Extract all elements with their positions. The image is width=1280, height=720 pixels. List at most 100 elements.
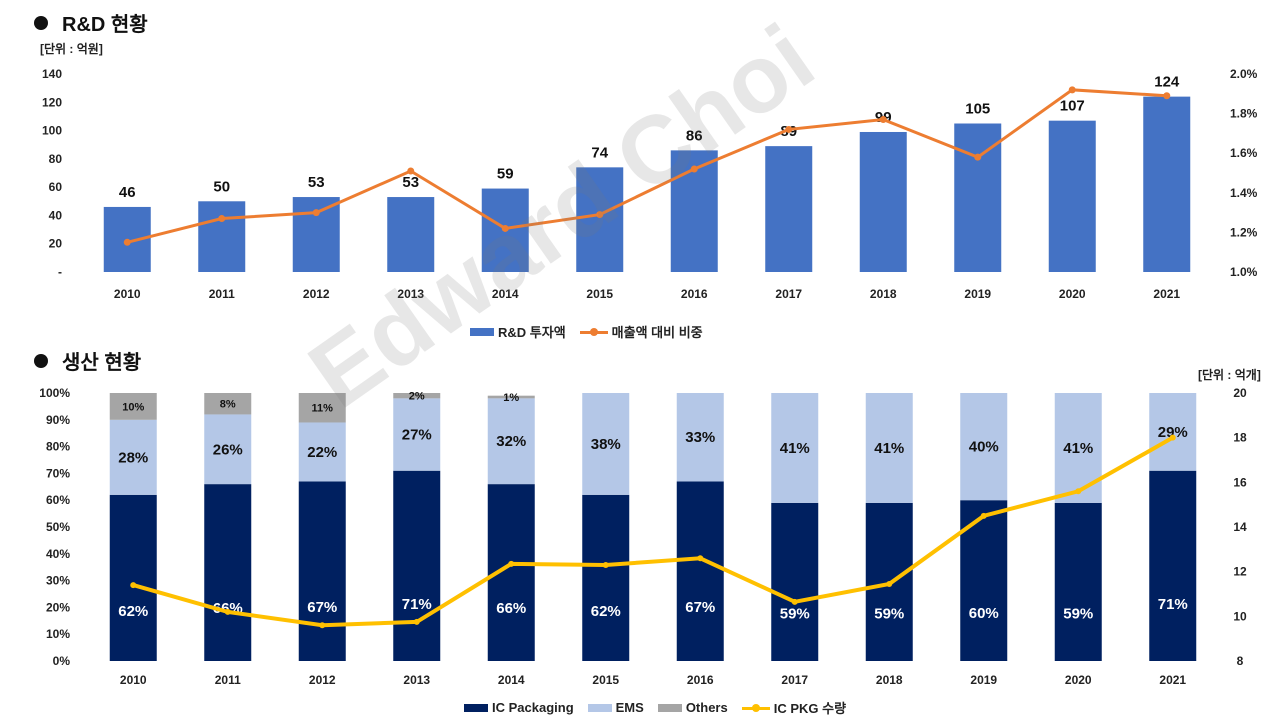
- x-tick-label: 2017: [781, 673, 808, 687]
- ems-bar: [960, 393, 1008, 501]
- y-left-tick-label: 40%: [46, 547, 70, 561]
- y-left-tick-label: 90%: [46, 413, 70, 427]
- x-tick-label: 2014: [492, 287, 519, 301]
- y-right-tick-label: 20: [1233, 386, 1247, 400]
- rd-bar: [387, 197, 435, 272]
- ic-packaging-data-label: 62%: [591, 603, 621, 620]
- ic-packaging-bar: [393, 470, 441, 661]
- legend-item-ems: EMS: [587, 700, 644, 715]
- production-legend: IC Packaging EMS Others IC PKG 수량: [464, 698, 860, 717]
- ic-packaging-bar: [582, 494, 630, 661]
- y-right-tick-label: 18: [1233, 431, 1247, 445]
- ic-packaging-data-label: 67%: [685, 599, 715, 616]
- ic-packaging-bar: [960, 500, 1008, 661]
- ic-pkg-quantity-point: [413, 618, 420, 625]
- ic-packaging-bar: [1149, 470, 1197, 661]
- production-section-title: 생산 현황: [34, 346, 141, 375]
- ic-packaging-data-label: 62%: [118, 603, 148, 620]
- legend-label: 매출액 대비 비중: [611, 325, 703, 340]
- rd-bar: [859, 131, 907, 272]
- ic-packaging-bar: [676, 481, 724, 661]
- ic-packaging-bar: [298, 481, 346, 661]
- ic-packaging-data-label: 59%: [874, 606, 904, 623]
- x-tick-label: 2018: [876, 673, 903, 687]
- sales-ratio-point: [407, 167, 415, 175]
- x-tick-label: 2021: [1153, 287, 1180, 301]
- y-left-tick-label: 20: [49, 237, 63, 251]
- y-left-tick-label: 30%: [46, 574, 70, 588]
- ems-data-label: 28%: [118, 449, 148, 466]
- x-tick-label: 2016: [687, 673, 714, 687]
- y-right-tick-label: 14: [1233, 520, 1247, 534]
- x-tick-label: 2013: [403, 673, 430, 687]
- y-right-tick-label: 10: [1233, 609, 1247, 623]
- rd-bar-data-label: 59: [497, 166, 514, 183]
- ic-pkg-quantity-point: [602, 561, 609, 568]
- y-left-tick-label: 60%: [46, 493, 70, 507]
- ic-pkg-quantity-point: [697, 555, 704, 562]
- legend-swatch: [579, 327, 608, 337]
- ic-packaging-data-label: 60%: [969, 605, 999, 622]
- ems-bar: [865, 393, 913, 503]
- y-left-tick-label: 100%: [39, 386, 70, 400]
- y-left-tick-label: -: [58, 265, 62, 279]
- x-tick-label: 2016: [681, 287, 708, 301]
- ems-data-label: 26%: [213, 441, 243, 458]
- legend-item-sales-ratio: 매출액 대비 비중: [579, 322, 703, 341]
- ic-pkg-quantity-line: [132, 435, 1174, 628]
- others-bar: [109, 393, 157, 420]
- sales-ratio-point: [785, 125, 793, 133]
- ic-pkg-quantity-point: [1169, 434, 1176, 441]
- ems-data-label: 41%: [780, 440, 810, 457]
- y-left-tick-label: 0%: [53, 654, 71, 668]
- x-tick-label: 2021: [1159, 673, 1186, 687]
- x-tick-label: 2010: [114, 287, 141, 301]
- y-left-tick-label: 120: [42, 95, 62, 109]
- others-bar: [487, 395, 535, 399]
- ems-bar: [298, 422, 346, 482]
- ic-pkg-quantity-point: [886, 580, 893, 587]
- y-left-tick-label: 70%: [46, 466, 70, 480]
- y-left-tick-label: 10%: [46, 627, 70, 641]
- legend-label: EMS: [615, 700, 644, 715]
- x-tick-label: 2015: [586, 287, 613, 301]
- rd-bar: [1048, 120, 1096, 273]
- ic-packaging-bar: [771, 502, 819, 661]
- production-unit-label: [단위 : 억개]: [1198, 368, 1261, 382]
- ic-packaging-data-label: 59%: [1063, 606, 1093, 623]
- y-left-tick-label: 40: [49, 208, 63, 222]
- ems-data-label: 22%: [307, 444, 337, 461]
- rd-bar: [765, 146, 813, 272]
- rd-bar: [1143, 96, 1191, 272]
- legend-label: R&D 투자액: [498, 325, 566, 340]
- ems-bar: [1149, 393, 1197, 471]
- ic-packaging-data-label: 71%: [402, 596, 432, 613]
- sales-ratio-point: [1068, 86, 1076, 94]
- others-data-label: 10%: [122, 401, 144, 413]
- y-right-tick-label: 1.8%: [1230, 107, 1258, 121]
- ems-bar: [676, 393, 724, 482]
- y-left-tick-label: 60: [49, 180, 63, 194]
- sales-ratio-point: [974, 153, 982, 161]
- legend-swatch: [464, 703, 488, 712]
- legend-label: IC PKG 수량: [773, 701, 847, 716]
- ic-packaging-data-label: 66%: [496, 600, 526, 617]
- ems-data-label: 38%: [591, 436, 621, 453]
- rd-title-text: R&D 현황: [62, 14, 148, 36]
- rd-bar: [198, 201, 246, 272]
- ems-bar: [487, 398, 535, 485]
- ic-pkg-quantity-point: [508, 560, 515, 567]
- sales-ratio-point: [1163, 92, 1171, 100]
- ic-packaging-data-label: 71%: [1158, 596, 1188, 613]
- sales-ratio-point: [123, 238, 131, 246]
- rd-bar: [576, 167, 624, 272]
- rd-bar-data-label: 53: [402, 174, 419, 191]
- y-left-tick-label: 140: [42, 67, 62, 81]
- sales-ratio-point: [312, 209, 320, 217]
- others-bar: [298, 393, 346, 423]
- x-tick-label: 2011: [209, 287, 235, 301]
- rd-bar-data-label: 53: [308, 174, 325, 191]
- others-data-label: 11%: [312, 403, 334, 415]
- x-tick-label: 2020: [1065, 673, 1092, 687]
